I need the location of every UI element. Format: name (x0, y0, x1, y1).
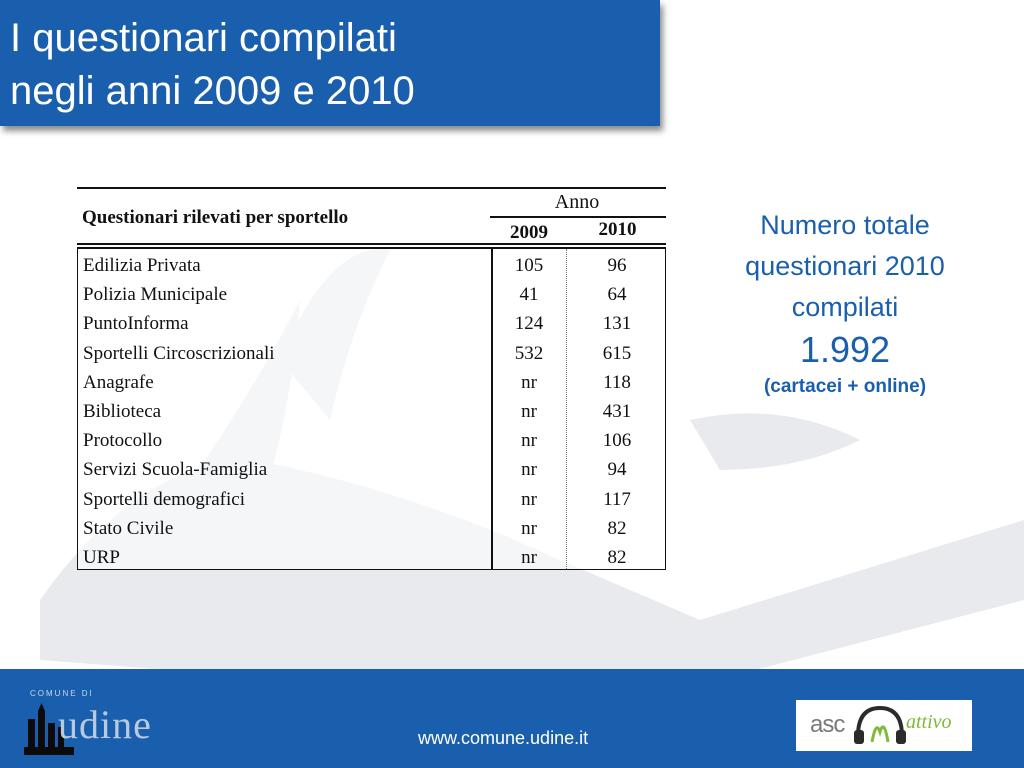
header-year-2009: 2009 (510, 222, 548, 243)
cell-2009: nr (521, 371, 537, 393)
cell-2010: 82 (607, 547, 627, 568)
header-year-2010: 2010 (598, 219, 637, 240)
header-bottom-rule-double (77, 247, 666, 249)
cell-2010: 131 (602, 313, 632, 335)
logo-big-text: udine (58, 702, 152, 747)
logo-asc-text: asc (810, 711, 845, 738)
headphones-icon (854, 705, 906, 744)
header-sportello: Questionari rilevati per sportello (82, 207, 349, 228)
title-line-1: I questionari compilati (10, 16, 397, 60)
table-row: URP nr 82 (78, 543, 667, 572)
cell-2010: 94 (607, 459, 627, 481)
cell-2009: nr (521, 517, 537, 539)
cell-sportello: PuntoInforma (83, 313, 189, 335)
header-bottom-rule (77, 243, 666, 245)
cell-2009: 105 (514, 255, 544, 276)
table-row: Polizia Municipale 41 64 (78, 280, 667, 309)
table-row: Servizi Scuola-Famiglia nr 94 (78, 455, 667, 484)
footer-bar: COMUNE DI udine www.comune.udine.it asc … (0, 669, 1024, 768)
summary-line-1: Numero totale (760, 210, 930, 240)
column-divider-dotted (566, 249, 567, 569)
summary-panel: Numero totale questionari 2010 compilati… (700, 205, 990, 402)
cell-sportello: URP (83, 547, 120, 568)
cell-2009: 124 (514, 313, 544, 335)
cell-2009: nr (521, 430, 537, 452)
table-header: Questionari rilevati per sportello Anno … (77, 187, 666, 249)
table-body: Edilizia Privata 105 96 Polizia Municipale 4… (77, 249, 666, 570)
cell-sportello: Protocollo (83, 430, 163, 452)
table-row: Protocollo nr 106 (78, 426, 667, 455)
ascolto-attivo-logo[interactable]: asc attivo (796, 700, 972, 751)
cell-2009: nr (521, 547, 537, 568)
table-row: PuntoInforma 124 131 (78, 309, 667, 338)
cell-sportello: Edilizia Privata (83, 255, 201, 276)
summary-note: (cartacei + online) (763, 376, 927, 397)
cell-sportello: Sportelli demografici (83, 488, 245, 510)
title-banner: I questionari compilati negli anni 2009 … (0, 0, 660, 126)
comune-udine-logo[interactable]: COMUNE DI udine (22, 689, 152, 755)
cell-2010: 106 (602, 430, 632, 452)
questionari-table: Questionari rilevati per sportello Anno … (77, 187, 666, 570)
cell-sportello: Servizi Scuola-Famiglia (83, 459, 268, 481)
cell-2010: 82 (607, 517, 627, 539)
cell-2009: nr (521, 488, 537, 510)
cell-2009: nr (521, 401, 537, 422)
logo-small-text: COMUNE DI (30, 689, 94, 698)
column-divider (491, 249, 493, 569)
cell-sportello: Biblioteca (83, 401, 162, 422)
table-top-rule (77, 187, 666, 189)
header-anno-rule (490, 216, 666, 218)
website-link[interactable]: www.comune.udine.it (418, 728, 589, 748)
summary-total-value: 1.992 (799, 329, 891, 370)
table-row: Stato Civile nr 82 (78, 514, 667, 543)
cell-sportello: Polizia Municipale (83, 284, 228, 306)
header-anno: Anno (554, 191, 600, 213)
castle-icon (24, 703, 74, 755)
cell-2009: nr (521, 459, 537, 481)
cell-2010: 117 (603, 488, 631, 510)
cell-2010: 615 (602, 342, 632, 364)
table-row: Biblioteca nr 431 (78, 397, 667, 426)
table-row: Anagrafe nr 118 (78, 368, 667, 397)
cell-2010: 118 (603, 371, 631, 393)
cell-sportello: Stato Civile (83, 517, 174, 539)
table-row: Sportelli Circoscrizionali 532 615 (78, 339, 667, 368)
cell-sportello: Anagrafe (83, 371, 154, 393)
table-row: Sportelli demografici nr 117 (78, 485, 667, 514)
logo-attivo-text: attivo (906, 711, 952, 733)
page-title: I questionari compilati negli anni 2009 … (10, 12, 415, 118)
title-line-2: negli anni 2009 e 2010 (10, 69, 415, 113)
cell-2010: 431 (602, 401, 632, 422)
cell-2009: 532 (514, 342, 544, 364)
table-row: Edilizia Privata 105 96 (78, 251, 667, 280)
cell-2009: 41 (519, 284, 539, 306)
cell-2010: 96 (607, 255, 627, 276)
summary-line-2: questionari 2010 (745, 251, 945, 281)
cell-sportello: Sportelli Circoscrizionali (83, 342, 275, 364)
cell-2010: 64 (607, 284, 627, 306)
summary-line-3: compilati (791, 292, 899, 322)
